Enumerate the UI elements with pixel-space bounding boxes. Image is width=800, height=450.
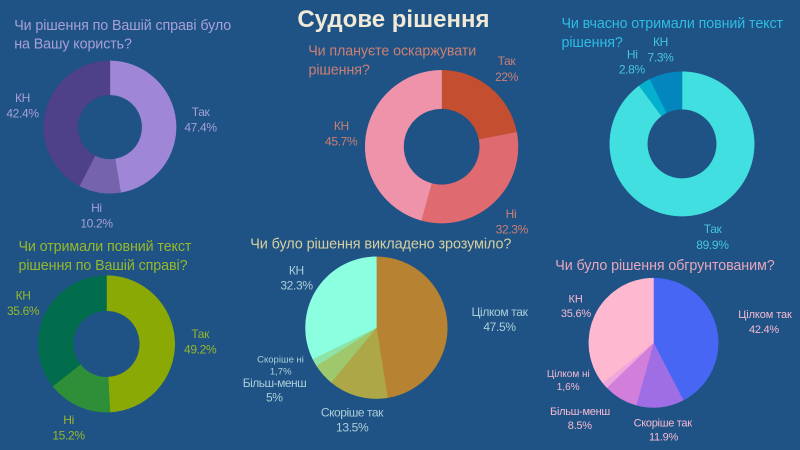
svg-text:КН: КН: [334, 119, 349, 133]
svg-text:Чи було рішення обгрунтованим?: Чи було рішення обгрунтованим?: [555, 258, 774, 274]
svg-text:Так: Так: [498, 54, 517, 68]
svg-text:7.3%: 7.3%: [648, 51, 675, 65]
svg-text:Більш-менш: Більш-менш: [550, 406, 610, 418]
svg-text:на Вашу користь?: на Вашу користь?: [14, 37, 132, 53]
svg-text:Цілком так: Цілком так: [738, 309, 792, 321]
svg-text:10.2%: 10.2%: [80, 217, 113, 231]
svg-text:Ні: Ні: [506, 207, 517, 221]
svg-text:Так: Так: [192, 105, 211, 119]
svg-text:32.3%: 32.3%: [496, 223, 529, 237]
svg-text:КН: КН: [569, 294, 583, 306]
svg-text:Скоріше так: Скоріше так: [634, 417, 693, 429]
svg-text:рішення по Вашій справі?: рішення по Вашій справі?: [19, 258, 188, 274]
svg-text:1,6%: 1,6%: [557, 382, 580, 393]
svg-text:49.2%: 49.2%: [184, 343, 217, 357]
svg-text:47.4%: 47.4%: [184, 121, 217, 135]
svg-text:Судове рішення: Судове рішення: [297, 6, 489, 33]
svg-text:рішення?: рішення?: [309, 62, 370, 78]
svg-text:Цілком так: Цілком так: [472, 305, 529, 319]
svg-text:Так: Так: [191, 327, 210, 341]
svg-text:Ні: Ні: [91, 201, 102, 215]
svg-text:47.5%: 47.5%: [483, 320, 516, 334]
svg-text:Ні: Ні: [63, 413, 74, 427]
svg-text:45.7%: 45.7%: [325, 134, 358, 148]
svg-text:42.4%: 42.4%: [6, 107, 39, 121]
svg-text:89.9%: 89.9%: [696, 238, 729, 252]
svg-text:42.4%: 42.4%: [749, 324, 779, 336]
svg-text:35.6%: 35.6%: [7, 304, 40, 318]
svg-text:5%: 5%: [266, 391, 283, 405]
svg-text:2.8%: 2.8%: [619, 63, 646, 77]
svg-text:Скоріше так: Скоріше так: [321, 405, 384, 419]
svg-text:КН: КН: [15, 91, 30, 105]
svg-text:Чи отримали повний текст: Чи отримали повний текст: [19, 239, 192, 255]
svg-text:Чи вчасно отримали повний текс: Чи вчасно отримали повний текст: [562, 16, 784, 32]
svg-text:Чи рішення по Вашій справі бул: Чи рішення по Вашій справі було: [14, 18, 231, 34]
svg-text:Більш-менш: Більш-менш: [243, 376, 307, 390]
svg-text:35.6%: 35.6%: [561, 308, 591, 320]
svg-text:Скоріше ні: Скоріше ні: [257, 355, 304, 366]
svg-text:8.5%: 8.5%: [568, 420, 593, 432]
svg-text:Чи плануєте оскаржувати: Чи плануєте оскаржувати: [308, 44, 476, 60]
svg-text:32.3%: 32.3%: [280, 278, 313, 292]
svg-text:13.5%: 13.5%: [336, 421, 369, 435]
svg-text:КН: КН: [289, 264, 304, 278]
svg-text:Цілком ні: Цілком ні: [547, 369, 590, 380]
svg-text:КН: КН: [653, 35, 668, 49]
svg-text:КН: КН: [16, 289, 31, 303]
svg-text:11.9%: 11.9%: [649, 432, 679, 444]
svg-text:1,7%: 1,7%: [270, 367, 292, 378]
svg-text:22%: 22%: [495, 70, 519, 84]
svg-text:Так: Так: [704, 222, 723, 236]
svg-text:15.2%: 15.2%: [52, 429, 85, 443]
svg-text:Ні: Ні: [627, 47, 638, 61]
svg-text:рішення?: рішення?: [562, 35, 623, 51]
svg-text:Чи було рішення викладено зроз: Чи було рішення викладено зрозуміло?: [250, 236, 511, 252]
